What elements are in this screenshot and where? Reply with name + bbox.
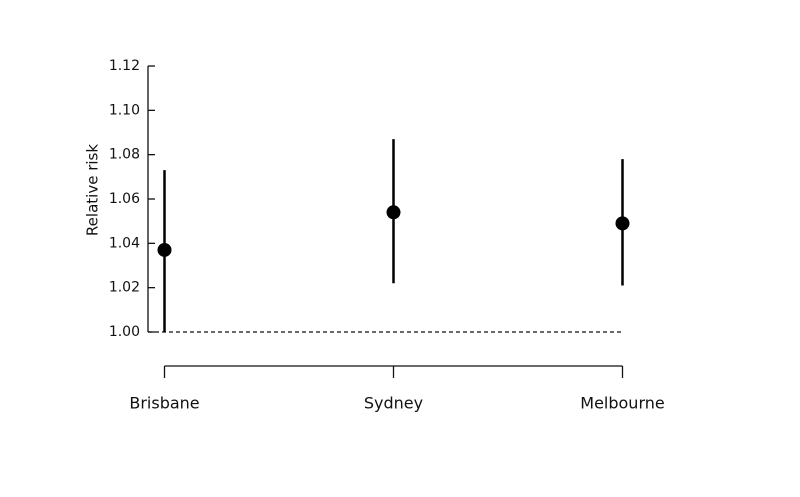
y-tick-label: 1.08 bbox=[109, 147, 140, 163]
y-axis-label: Relative risk bbox=[84, 144, 102, 236]
y-tick-label: 1.06 bbox=[109, 191, 140, 207]
x-tick-label: Sydney bbox=[364, 394, 423, 413]
x-tick-label: Melbourne bbox=[580, 394, 664, 413]
point-estimate bbox=[157, 242, 172, 257]
y-tick-label: 1.12 bbox=[109, 58, 140, 74]
x-tick-label: Brisbane bbox=[129, 394, 199, 413]
y-tick-label: 1.10 bbox=[109, 102, 140, 118]
point-estimate bbox=[615, 216, 630, 231]
y-tick-label: 1.04 bbox=[109, 235, 140, 251]
y-tick-label: 1.00 bbox=[109, 324, 140, 340]
y-tick-label: 1.02 bbox=[109, 280, 140, 296]
point-estimate bbox=[386, 205, 401, 220]
